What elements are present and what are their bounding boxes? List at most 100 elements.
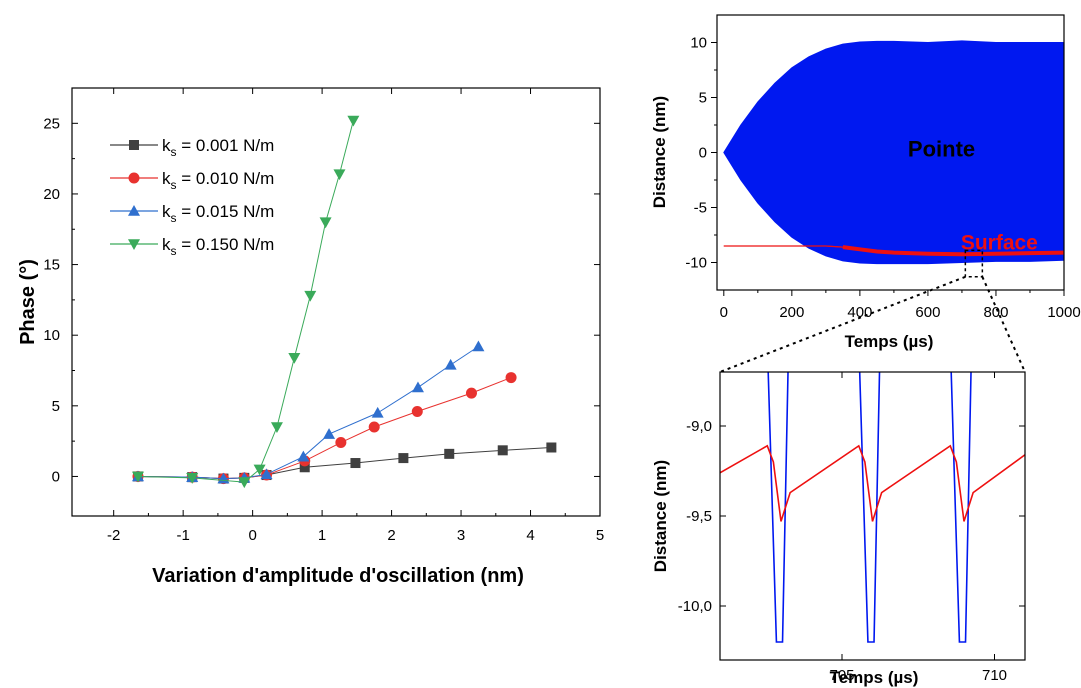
data-point (260, 468, 273, 480)
data-point (238, 477, 251, 489)
data-point (368, 421, 380, 433)
y-tick-label: -9,0 (686, 418, 712, 435)
surface-annotation: Surface (961, 231, 1038, 254)
pointe-dip (950, 372, 972, 643)
legend-label: ks = 0.010 N/m (162, 169, 274, 192)
data-point (444, 448, 455, 459)
series-line (137, 446, 552, 480)
data-point (465, 387, 477, 399)
data-point (333, 169, 346, 181)
phase-x-axis-label: Variation d'amplitude d'oscillation (nm) (152, 565, 524, 587)
x-tick-label: -2 (107, 527, 120, 544)
series (132, 372, 517, 485)
legend-label: ks = 0.001 N/m (162, 136, 274, 159)
legend-marker (128, 205, 140, 216)
x-tick-label: 0 (248, 527, 256, 544)
data-point (505, 372, 517, 384)
series (132, 340, 485, 484)
legend-subscript: s (171, 211, 177, 225)
data-point (186, 473, 199, 484)
x-tick-label: 200 (779, 304, 804, 321)
data-point (371, 406, 384, 418)
series-line (137, 377, 512, 480)
y-tick-label: 15 (43, 257, 60, 274)
legend-subscript: s (171, 178, 177, 192)
x-tick-label: 400 (847, 304, 872, 321)
legend-marker (128, 172, 140, 184)
legend-subscript: s (171, 145, 177, 159)
zoom-y-axis-label: Distance (nm) (651, 460, 670, 572)
y-tick-label: 0 (699, 145, 707, 162)
data-point (319, 217, 332, 229)
y-tick-label: 0 (52, 468, 60, 485)
x-tick-label: 705 (829, 667, 854, 684)
data-point (132, 471, 144, 483)
surface-line (720, 444, 1025, 522)
legend-marker (129, 140, 139, 150)
data-point (335, 437, 347, 449)
data-point (411, 381, 424, 393)
y-tick-label: 20 (43, 186, 60, 203)
data-point (297, 450, 310, 462)
legend-label: ks = 0.150 N/m (162, 235, 274, 258)
zoom-connector-lines (719, 275, 1026, 373)
series-line (137, 120, 354, 483)
surface-line-thin (723, 245, 1064, 255)
pointe-dip (858, 372, 881, 643)
legend-text: = 0.150 N/m (177, 235, 275, 254)
x-tick-label: 710 (982, 667, 1007, 684)
y-tick-label: 5 (52, 398, 60, 415)
legend-symbol: k (162, 169, 171, 188)
x-tick-label: 3 (457, 527, 465, 544)
distance-zoom-chart: 705 710 -9,0 -9,5 -10,0 Temps (µs) Distance … (651, 371, 1026, 687)
x-tick-label: 800 (983, 304, 1008, 321)
y-tick-label: -10,0 (678, 598, 712, 615)
data-point (497, 445, 508, 456)
x-tick-label: 5 (596, 527, 604, 544)
phase-y-axis-label: Phase (°) (17, 259, 39, 345)
pointe-annotation: Pointe (908, 137, 975, 162)
y-tick-label: -10 (685, 255, 707, 272)
data-point (398, 453, 409, 464)
data-point (270, 422, 283, 434)
legend-symbol: k (162, 235, 171, 254)
y-tick-label: 10 (43, 327, 60, 344)
zoom-x-axis-label: Temps (µs) (830, 668, 919, 687)
distance-overview-chart: 0 200 400 600 800 1000 10 5 0 -5 -10 Pointe Surface… (650, 14, 1081, 351)
phase-plot-frame (71, 87, 601, 517)
x-tick-label: 600 (915, 304, 940, 321)
data-point (546, 442, 557, 453)
series (132, 115, 360, 489)
overview-x-axis-label: Temps (µs) (845, 332, 934, 351)
y-tick-label: 25 (43, 115, 60, 132)
x-tick-label: 0 (720, 304, 728, 321)
data-point (472, 340, 485, 352)
data-point (253, 464, 266, 476)
data-point (299, 462, 310, 473)
data-point (347, 115, 360, 127)
x-tick-label: 1 (318, 527, 326, 544)
data-point (411, 405, 423, 417)
zoom-connector-right (981, 276, 1026, 373)
y-tick-label: 5 (699, 90, 707, 107)
x-tick-label: -1 (176, 527, 189, 544)
legend-text: = 0.010 N/m (177, 169, 275, 188)
legend-marker (128, 239, 140, 250)
data-point (323, 428, 336, 439)
legend-subscript: s (171, 244, 177, 258)
data-point (288, 352, 301, 364)
pointe-dip (767, 372, 789, 643)
y-tick-label: -5 (694, 200, 707, 217)
data-point (304, 290, 317, 302)
legend-symbol: k (162, 136, 171, 155)
data-point (350, 458, 361, 469)
legend-text: = 0.001 N/m (177, 136, 275, 155)
y-tick-label: 10 (690, 35, 707, 52)
x-tick-label: 1000 (1047, 304, 1080, 321)
legend-symbol: k (162, 202, 171, 221)
x-tick-label: 2 (387, 527, 395, 544)
y-tick-label: -9,5 (686, 508, 712, 525)
overview-y-axis-label: Distance (nm) (650, 96, 669, 208)
data-point (444, 358, 457, 370)
